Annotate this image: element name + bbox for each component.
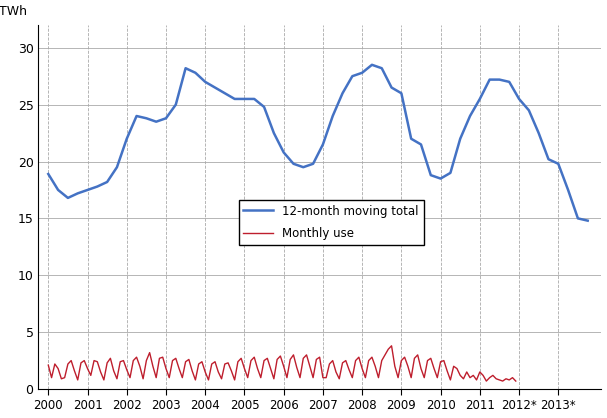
Text: TWh: TWh — [0, 5, 27, 18]
Monthly use — [189, 368, 196, 373]
12-month moving total — [407, 136, 415, 141]
Monthly use — [114, 376, 121, 381]
12-month moving total — [55, 187, 62, 192]
Monthly use — [77, 360, 84, 365]
12-month moving total — [584, 218, 591, 223]
12-month moving total — [348, 74, 356, 79]
Monthly use — [424, 358, 431, 363]
Monthly use — [378, 358, 385, 363]
12-month moving total — [466, 114, 473, 119]
Monthly use — [483, 379, 490, 384]
12-month moving total — [241, 97, 248, 102]
Legend: 12-month moving total, Monthly use: 12-month moving total, Monthly use — [239, 200, 424, 245]
Monthly use — [388, 343, 395, 348]
Monthly use — [512, 379, 520, 384]
12-month moving total — [45, 171, 52, 176]
Line: 12-month moving total: 12-month moving total — [49, 65, 588, 221]
Monthly use — [45, 363, 52, 368]
12-month moving total — [368, 62, 376, 67]
Monthly use — [430, 366, 438, 371]
12-month moving total — [388, 85, 395, 90]
Line: Monthly use: Monthly use — [49, 346, 516, 381]
